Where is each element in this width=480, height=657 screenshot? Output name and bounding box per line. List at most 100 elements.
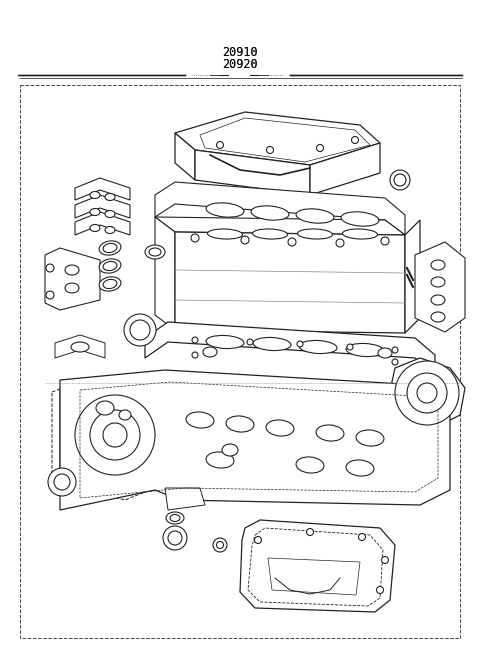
Ellipse shape — [299, 340, 337, 353]
Circle shape — [213, 538, 227, 552]
Circle shape — [394, 174, 406, 186]
Ellipse shape — [316, 425, 344, 441]
Ellipse shape — [65, 265, 79, 275]
Ellipse shape — [166, 512, 184, 524]
Circle shape — [216, 541, 224, 549]
Ellipse shape — [378, 348, 392, 358]
Polygon shape — [175, 133, 195, 180]
Circle shape — [336, 239, 344, 247]
Polygon shape — [75, 212, 130, 235]
Circle shape — [168, 531, 182, 545]
Ellipse shape — [103, 261, 117, 271]
Ellipse shape — [296, 209, 334, 223]
Polygon shape — [268, 558, 360, 595]
Circle shape — [288, 238, 296, 246]
Polygon shape — [240, 520, 395, 612]
Ellipse shape — [90, 191, 100, 198]
Circle shape — [254, 537, 262, 543]
Text: 20920: 20920 — [222, 58, 258, 72]
Circle shape — [266, 147, 274, 154]
Circle shape — [130, 320, 150, 340]
Circle shape — [347, 344, 353, 350]
Ellipse shape — [71, 342, 89, 352]
Polygon shape — [175, 232, 405, 333]
Polygon shape — [75, 195, 130, 218]
Circle shape — [75, 395, 155, 475]
Ellipse shape — [105, 210, 115, 217]
Circle shape — [392, 347, 398, 353]
Ellipse shape — [206, 452, 234, 468]
Ellipse shape — [226, 416, 254, 432]
Polygon shape — [55, 335, 105, 358]
Ellipse shape — [145, 245, 165, 259]
Circle shape — [395, 361, 459, 425]
Circle shape — [46, 264, 54, 272]
Circle shape — [297, 341, 303, 347]
Ellipse shape — [99, 241, 121, 255]
Circle shape — [54, 474, 70, 490]
Ellipse shape — [346, 344, 384, 357]
Ellipse shape — [206, 336, 244, 349]
Circle shape — [390, 170, 410, 190]
Ellipse shape — [298, 229, 333, 239]
Polygon shape — [155, 217, 405, 235]
Ellipse shape — [170, 514, 180, 522]
Ellipse shape — [251, 206, 289, 220]
Circle shape — [191, 234, 199, 242]
Ellipse shape — [431, 260, 445, 270]
Ellipse shape — [103, 243, 117, 252]
Ellipse shape — [103, 279, 117, 288]
Circle shape — [192, 337, 198, 343]
Polygon shape — [155, 217, 175, 330]
Circle shape — [192, 352, 198, 358]
Ellipse shape — [149, 248, 161, 256]
Circle shape — [241, 236, 249, 244]
Ellipse shape — [99, 259, 121, 273]
Polygon shape — [175, 112, 380, 165]
Ellipse shape — [266, 420, 294, 436]
Circle shape — [316, 145, 324, 152]
Ellipse shape — [207, 229, 242, 239]
Polygon shape — [415, 242, 465, 332]
Ellipse shape — [346, 460, 374, 476]
Circle shape — [392, 359, 398, 365]
Polygon shape — [165, 488, 205, 510]
Text: 20910: 20910 — [222, 45, 258, 58]
Polygon shape — [145, 322, 435, 375]
Ellipse shape — [90, 208, 100, 215]
Ellipse shape — [203, 347, 217, 357]
Ellipse shape — [341, 212, 379, 226]
Circle shape — [382, 556, 388, 564]
Circle shape — [163, 526, 187, 550]
Polygon shape — [60, 370, 450, 510]
Circle shape — [359, 533, 365, 541]
Ellipse shape — [186, 412, 214, 428]
Polygon shape — [60, 378, 165, 495]
Ellipse shape — [206, 203, 244, 217]
Ellipse shape — [253, 338, 291, 351]
Ellipse shape — [90, 225, 100, 231]
Polygon shape — [310, 143, 380, 195]
Bar — [20, 85, 460, 638]
Ellipse shape — [222, 444, 238, 456]
Text: 20920: 20920 — [222, 58, 258, 72]
Polygon shape — [200, 118, 370, 162]
Polygon shape — [155, 182, 405, 235]
Polygon shape — [388, 358, 465, 428]
Ellipse shape — [96, 401, 114, 415]
Circle shape — [124, 314, 156, 346]
Circle shape — [381, 237, 389, 245]
Ellipse shape — [343, 229, 377, 239]
Circle shape — [307, 528, 313, 535]
Circle shape — [376, 587, 384, 593]
Circle shape — [103, 423, 127, 447]
Circle shape — [48, 468, 76, 496]
Text: 20910: 20910 — [222, 45, 258, 58]
Circle shape — [247, 339, 253, 345]
Ellipse shape — [431, 295, 445, 305]
Polygon shape — [405, 220, 420, 333]
Circle shape — [351, 137, 359, 143]
Circle shape — [216, 141, 224, 148]
Ellipse shape — [65, 283, 79, 293]
Ellipse shape — [252, 229, 288, 239]
